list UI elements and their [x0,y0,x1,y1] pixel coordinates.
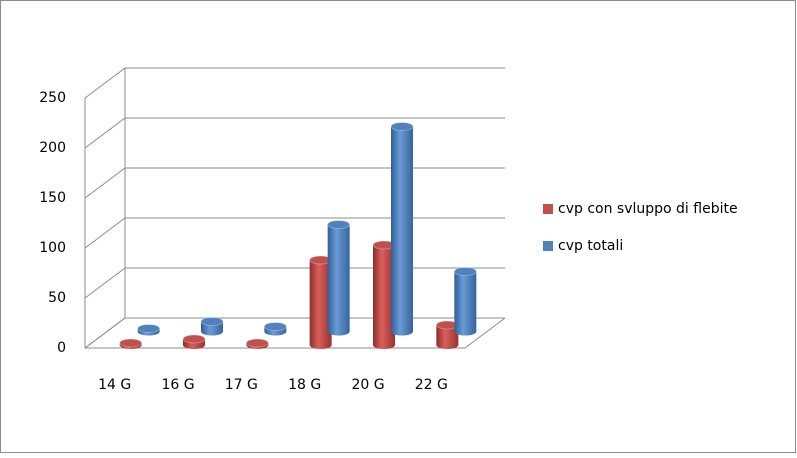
legend-label: cvp con svluppo di flebite [558,201,738,217]
bar-body [454,271,477,336]
bar [372,240,396,349]
y-tick-label: 150 [39,190,66,206]
bar [327,220,351,336]
bar [200,317,224,336]
legend-swatch [543,204,553,214]
bar-top [200,317,224,326]
legend-label: cvp totali [558,238,623,254]
x-tick-label: 16 G [161,377,194,393]
bar-top [137,324,161,333]
bar [390,122,414,336]
bar-body [373,245,395,349]
y-tick-label: 250 [39,90,66,106]
x-tick-label: 20 G [351,377,384,393]
bar-top [327,220,351,229]
bar-body [201,321,223,336]
bar-body [327,224,350,336]
bar-top [119,338,143,348]
bar [309,255,333,349]
x-tick-label: 22 G [415,377,448,393]
grid-line [84,117,505,149]
bar-body [309,260,332,349]
bar-top [390,122,414,131]
bar [182,334,206,349]
bar [245,338,269,349]
x-tick-label: 18 G [288,377,321,393]
y-tick-label: 50 [48,290,66,306]
y-tick-label: 100 [39,240,66,256]
x-tick-label: 14 G [98,377,131,393]
grid-line [84,67,505,99]
bar-top [263,322,287,331]
bar-top [182,334,206,344]
y-tick-label: 0 [57,340,66,356]
bar [435,320,459,349]
bar [119,338,143,349]
legend-swatch [543,241,553,251]
grid-line [84,167,505,199]
y-tick-label: 200 [39,140,66,156]
bar [263,322,287,336]
bar-top [245,338,269,348]
bar-body [391,126,413,336]
bar-body [436,325,459,349]
bar-top [453,267,477,276]
grid-line [84,217,505,249]
x-tick-label: 17 G [225,377,258,393]
bar [453,267,477,336]
bar [137,324,161,336]
